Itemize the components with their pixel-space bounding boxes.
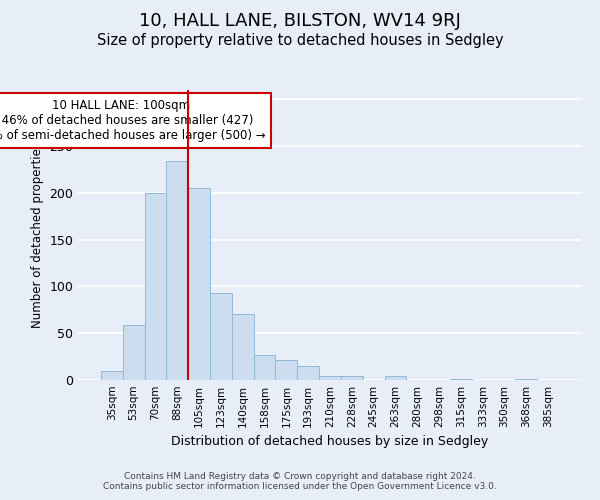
Bar [385,376,406,380]
Bar [101,370,123,380]
Bar [145,193,166,380]
Bar [123,325,145,380]
X-axis label: Distribution of detached houses by size in Sedgley: Distribution of detached houses by size … [172,436,488,448]
Bar [166,161,188,380]
Bar [275,360,297,380]
Bar [297,366,319,380]
Bar [341,376,363,380]
Text: Contains public sector information licensed under the Open Government Licence v3: Contains public sector information licen… [103,482,497,491]
Bar [188,188,210,380]
Text: 10, HALL LANE, BILSTON, WV14 9RJ: 10, HALL LANE, BILSTON, WV14 9RJ [139,12,461,30]
Text: 10 HALL LANE: 100sqm
← 46% of detached houses are smaller (427)
53% of semi-deta: 10 HALL LANE: 100sqm ← 46% of detached h… [0,98,265,142]
Y-axis label: Number of detached properties: Number of detached properties [31,142,44,328]
Bar [515,379,537,380]
Bar [319,376,341,380]
Text: Size of property relative to detached houses in Sedgley: Size of property relative to detached ho… [97,32,503,48]
Bar [254,354,275,380]
Bar [210,293,232,380]
Bar [450,379,472,380]
Bar [232,314,254,380]
Text: Contains HM Land Registry data © Crown copyright and database right 2024.: Contains HM Land Registry data © Crown c… [124,472,476,481]
